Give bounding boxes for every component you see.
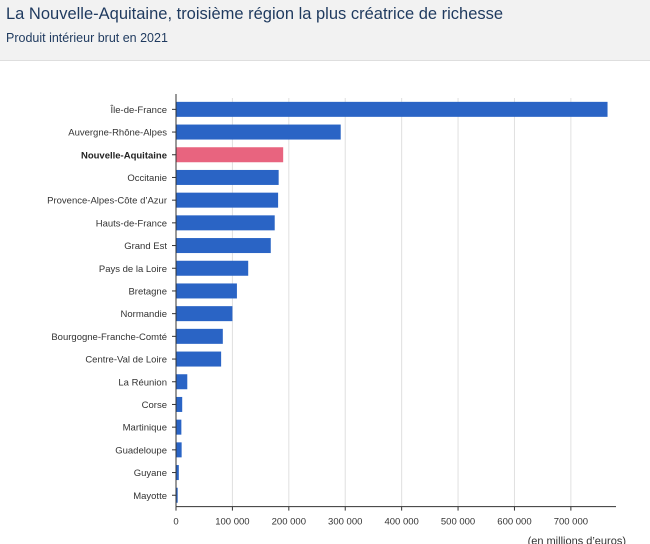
category-label: Auvergne-Rhône-Alpes [68,128,167,139]
x-tick-label: 700 000 [554,517,588,528]
category-label: Provence-Alpes-Côte d’Azur [47,196,167,207]
x-axis-unit-label: (en millions d’euros) [528,536,626,544]
category-label: Pays de la Loire [99,264,167,275]
x-tick-label: 300 000 [328,517,362,528]
bar [176,283,237,299]
category-label: Guyane [134,468,167,479]
category-label: Martinique [123,423,167,434]
category-label: Corse [142,400,167,411]
chart-subtitle: Produit intérieur brut en 2021 [6,31,168,45]
bar [176,396,183,412]
bar [176,487,178,503]
category-label: Île-de-France [110,105,168,116]
bar [176,351,222,367]
bar [176,192,279,208]
bar [176,465,179,481]
bar [176,101,608,117]
category-label: Grand Est [124,241,167,252]
category-label: Nouvelle-Aquitaine [81,150,167,161]
chart-header: La Nouvelle-Aquitaine, troisième région … [0,0,650,61]
x-tick-label: 0 [173,517,178,528]
category-label: Mayotte [133,491,167,502]
category-label: Guadeloupe [115,445,167,456]
x-tick-label: 400 000 [384,517,418,528]
bar [176,215,275,231]
category-label: La Réunion [118,377,167,388]
bar [176,442,182,458]
x-tick-label: 600 000 [497,517,531,528]
category-label: Centre-Val de Loire [85,355,167,366]
bar [176,328,223,344]
category-label: Occitanie [127,173,167,184]
chart-title: La Nouvelle-Aquitaine, troisième région … [6,5,504,23]
bar [176,124,341,140]
bar [176,374,188,390]
bar-chart: Île-de-France Auvergne-Rhône-Alpes Nouvell… [47,94,626,544]
category-label: Bretagne [128,286,167,297]
x-tick-label: 100 000 [215,517,249,528]
category-label: Normandie [121,309,167,320]
bar [176,306,233,322]
bar [176,419,182,435]
bar [176,260,249,276]
bar [176,147,284,163]
bar [176,238,271,254]
bar [176,169,279,185]
category-label: Hauts-de-France [96,218,167,229]
x-tick-label: 500 000 [441,517,475,528]
category-label: Bourgogne-Franche-Comté [51,332,167,343]
x-tick-label: 200 000 [272,517,306,528]
